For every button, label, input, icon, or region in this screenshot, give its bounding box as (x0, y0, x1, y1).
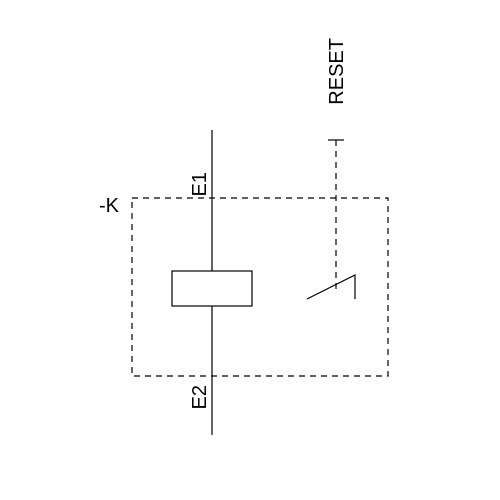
schematic-diagram (0, 0, 500, 500)
reset-label: RESET (326, 38, 349, 105)
device-designator-label: -K (99, 195, 119, 218)
terminal-e2-label: E2 (189, 385, 212, 409)
terminal-e1-label: E1 (189, 172, 212, 196)
